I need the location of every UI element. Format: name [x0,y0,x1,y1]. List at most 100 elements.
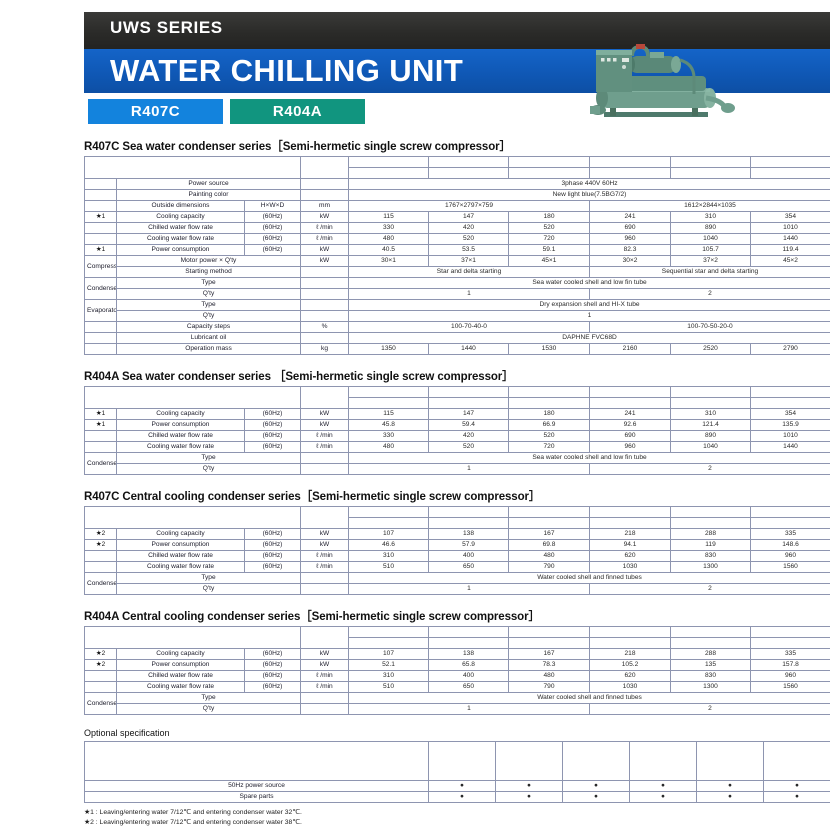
section-title: R404A Sea water condenser series ［Semi-h… [84,368,830,384]
optional-mark: ● [764,792,830,803]
row-spacer [85,201,117,212]
cell-value-span: Water cooled shell and finned tubes [349,573,830,584]
cell-value: 354 [751,409,830,420]
section-gap [0,595,830,608]
cell-value: 1440 [751,442,830,453]
cell-value: 65.8 [429,660,509,671]
model-domestic-1: UWSN05CCK [509,638,590,649]
cell-value: 510 [349,562,429,573]
cell-value: 53.5 [429,245,509,256]
row-star-mark: ★2 [85,660,117,671]
model-domestic-3: UWSP08CCK [671,518,751,529]
model-domestic-0: UWSP04CSK [429,168,509,179]
optional-mark: ● [496,781,563,792]
section-title: R404A Central cooling condenser series［S… [84,608,830,624]
cell-value: 2520 [671,344,751,355]
cell-value: 1010 [751,223,830,234]
row-spacer [85,179,117,190]
row-unit: kW [301,409,349,420]
section-gap [0,475,830,488]
model-nk-1: UWSP05CCN [509,507,590,518]
cell-value: 37×1 [429,256,509,267]
row-spacer [85,234,117,245]
cell-value: 480 [349,442,429,453]
row-unit: ℓ /min [301,223,349,234]
row-spacer [85,322,117,333]
optional-model-name: UWSP08CS [630,744,696,753]
cell-value: 960 [751,551,830,562]
row-label: Q'ty [117,584,301,595]
row-unit: kW [301,212,349,223]
row-label: Cooling capacity [117,529,245,540]
cell-value-span: Dry expansion shell and HI-X tube [349,300,830,311]
row-sublabel: (60Hz) [245,682,301,693]
row-unit: ℓ /min [301,671,349,682]
refrigerant-label: R407C [301,157,349,179]
cell-value: 107 [349,529,429,540]
model-nk-2: UWSN06CSN [590,387,671,398]
model-domestic-3: UWSN08CCK [671,638,751,649]
cell-value: 288 [671,529,751,540]
optional-model-name: UWSN12CC [764,770,830,779]
model-nk-2: UWSP06CSN [590,157,671,168]
row-unit: kW [301,529,349,540]
optional-model-name: UWSN12CS [764,753,830,762]
cell-value: 310 [671,212,751,223]
cell-value: 119.4 [751,245,830,256]
row-sublabel: (60Hz) [245,245,301,256]
cell-value: 52.1 [349,660,429,671]
cell-value: 82.3 [590,245,671,256]
cell-value: 59.1 [509,245,590,256]
row-label: Power consumption [117,660,245,671]
cell-value: 147 [429,409,509,420]
refrigerant-label: R404A [301,627,349,649]
cell-value: 1560 [751,682,830,693]
model-nk-0: UWSP04CSN [429,157,509,168]
optional-mark: ● [697,792,764,803]
cell-value: 45×1 [509,256,590,267]
cell-value-span: Sea water cooled shell and low fin tube [349,453,830,464]
model-label: Model [182,163,204,172]
cell-value-span: 1 [349,584,590,595]
cell-value: 2160 [590,344,671,355]
cell-value: 1300 [671,682,751,693]
cell-value: 620 [590,671,671,682]
cell-value-span: 1767×2797×759 [349,201,590,212]
refrigerant-label: R404A [301,387,349,409]
domestic-standard-label: Domestic standard [349,638,429,649]
footnote-1: ★1 : Leaving/entering water 7/12℃ and en… [84,808,830,818]
model-nk-3: UWSN08CCN [671,627,751,638]
section-gap [0,355,830,368]
optional-model-name: UWSN10CS [697,753,763,762]
cell-value: 890 [671,223,751,234]
cell-value: 335 [751,649,830,660]
optional-mark: ● [429,781,496,792]
optional-model-name: UWSP04CC [429,761,495,770]
cell-value: 520 [429,234,509,245]
cell-value: 40.5 [349,245,429,256]
row-sublabel: (60Hz) [245,660,301,671]
row-label: Power consumption [117,420,245,431]
row-label: Cooling capacity [117,649,245,660]
cell-value-span: 1 [349,464,590,475]
cell-value: 830 [671,551,751,562]
row-unit [301,333,349,344]
cell-value: 1440 [429,344,509,355]
cell-value: 1350 [349,344,429,355]
cell-value: 1560 [751,562,830,573]
row-unit: kW [301,660,349,671]
